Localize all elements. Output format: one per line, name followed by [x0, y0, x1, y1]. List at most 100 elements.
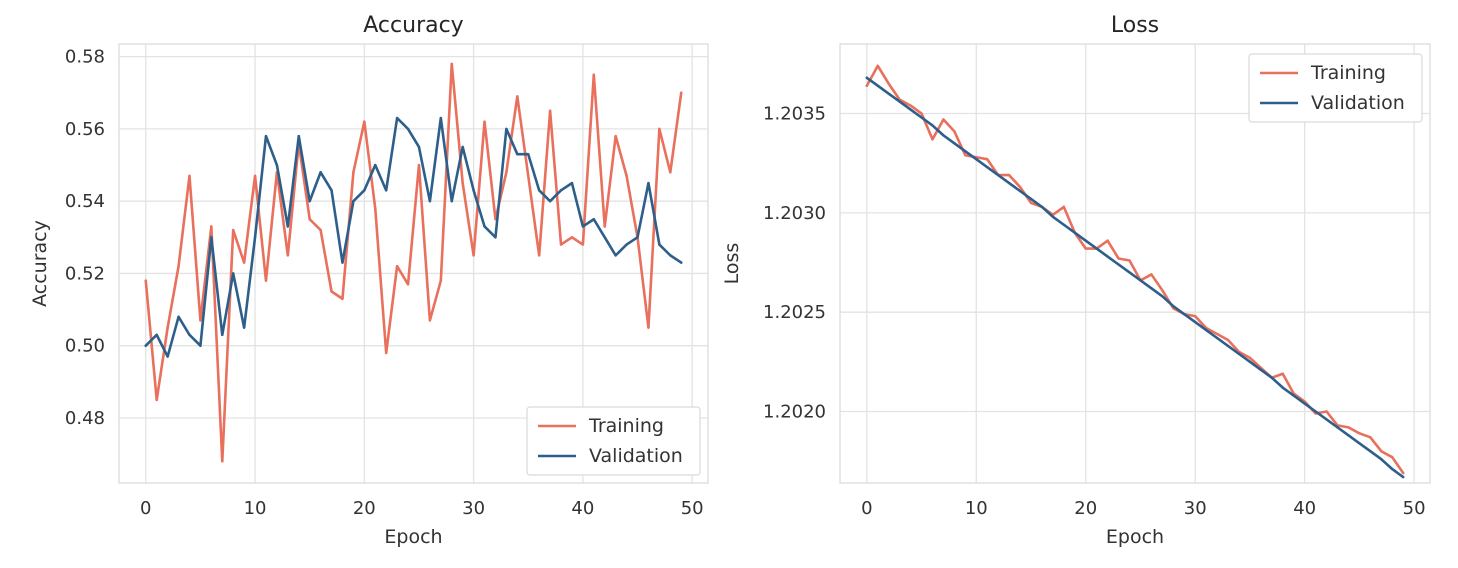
accuracy-x-tick-label: 40	[571, 498, 594, 519]
accuracy-training-point	[231, 228, 235, 232]
loss-x-tick-label: 20	[1074, 498, 1097, 519]
accuracy-validation-point	[286, 225, 290, 228]
accuracy-training-point	[658, 127, 661, 131]
loss-plot-frame	[839, 43, 1431, 484]
loss-training-point	[865, 84, 869, 87]
accuracy-training-point	[439, 279, 443, 282]
accuracy-x-tick-label: 30	[462, 498, 485, 519]
loss-validation-point	[1161, 295, 1164, 298]
accuracy-training-point	[264, 279, 268, 282]
loss-validation-point	[1325, 418, 1328, 421]
accuracy-training-point	[253, 174, 257, 178]
loss-validation-point	[1259, 368, 1263, 371]
loss-validation-line	[865, 76, 1405, 479]
loss-legend-validation-label: Validation	[1311, 92, 1405, 114]
accuracy-training-point	[603, 225, 606, 228]
loss-training-point	[1117, 257, 1120, 260]
accuracy-training-point	[450, 62, 453, 66]
accuracy-training-point	[221, 460, 224, 463]
accuracy-validation-point	[439, 116, 443, 120]
accuracy-validation-point	[406, 127, 410, 131]
loss-validation-point	[1215, 336, 1219, 340]
accuracy-validation-point	[516, 153, 519, 156]
loss-validation-point	[931, 124, 934, 127]
accuracy-validation-point	[363, 189, 366, 192]
loss-training-point	[942, 118, 945, 121]
accuracy-x-tick-label: 50	[681, 498, 704, 519]
accuracy-validation-point	[669, 254, 672, 257]
accuracy-training-point	[428, 319, 432, 322]
loss-x-tick-label: 30	[1184, 498, 1207, 519]
accuracy-validation-point	[341, 261, 344, 264]
loss-x-tick-label: 40	[1293, 498, 1316, 519]
accuracy-training-point	[363, 120, 366, 123]
loss-training-point	[986, 158, 989, 161]
accuracy-legend-training-label: Training	[588, 415, 664, 437]
loss-validation-point	[975, 158, 978, 161]
loss-training-point	[1007, 173, 1011, 177]
accuracy-training-point	[548, 109, 552, 113]
loss-x-tick-label: 0	[861, 498, 872, 519]
accuracy-validation-point	[384, 189, 388, 192]
accuracy-validation-point	[242, 326, 246, 329]
accuracy-training-line	[144, 62, 683, 463]
loss-validation-point	[964, 150, 967, 153]
accuracy-validation-point	[658, 243, 661, 246]
accuracy-training-point	[166, 326, 169, 329]
loss-y-tick-label: 1.2035	[763, 104, 826, 125]
accuracy-validation-point	[330, 189, 333, 192]
loss-validation-point	[1401, 475, 1405, 479]
accuracy-y-axis-label: Accuracy	[29, 220, 51, 307]
accuracy-x-tick-label: 20	[353, 498, 376, 519]
loss-validation-point	[1018, 189, 1022, 193]
loss-y-tick-label: 1.2025	[763, 302, 826, 323]
loss-validation-point	[1128, 271, 1131, 274]
accuracy-validation-point	[592, 218, 596, 221]
accuracy-y-tick-label: 0.56	[65, 119, 105, 140]
accuracy-training-point	[341, 297, 344, 300]
loss-x-axis-label: Epoch	[1106, 526, 1164, 548]
loss-validation-point	[1040, 205, 1044, 209]
loss-validation-point	[1029, 197, 1033, 201]
accuracy-training-point	[625, 174, 628, 178]
accuracy-validation-point	[374, 163, 377, 167]
loss-validation-point	[1204, 328, 1208, 332]
accuracy-x-axis-label: Epoch	[384, 526, 442, 548]
loss-validation-point	[1248, 360, 1252, 364]
loss-validation-point	[953, 142, 956, 145]
accuracy-training-point	[505, 171, 508, 174]
accuracy-training-point	[417, 163, 421, 167]
loss-training-point	[964, 154, 967, 157]
loss-training-point	[1325, 410, 1328, 413]
accuracy-validation-point	[275, 163, 279, 167]
accuracy-training-point	[330, 290, 333, 293]
loss-validation-point	[1336, 426, 1339, 429]
loss-validation-point	[1073, 231, 1076, 234]
accuracy-validation-point	[264, 134, 268, 138]
loss-validation-point	[1270, 376, 1274, 379]
accuracy-validation-point	[625, 243, 628, 246]
accuracy-y-tick-label: 0.50	[65, 336, 105, 357]
accuracy-training-point	[592, 73, 596, 76]
loss-validation-point	[1226, 344, 1230, 348]
loss-training-point	[1128, 259, 1131, 262]
loss-validation-point	[1117, 263, 1120, 266]
accuracy-training-point	[483, 120, 486, 123]
accuracy-training-point	[384, 351, 388, 355]
accuracy-legend: Training Validation	[526, 406, 701, 476]
accuracy-validation-point	[253, 236, 257, 239]
accuracy-validation-point	[680, 261, 683, 264]
accuracy-training-point	[308, 218, 311, 221]
loss-validation-point	[1358, 442, 1361, 445]
loss-training-point	[1391, 455, 1394, 459]
loss-training-point	[887, 82, 890, 85]
accuracy-validation-point	[231, 272, 235, 275]
loss-validation-point	[1292, 394, 1295, 397]
loss-validation-point	[1303, 402, 1306, 405]
loss-training-point	[1194, 314, 1197, 318]
accuracy-training-point	[352, 171, 355, 174]
loss-legend-training-label: Training	[1310, 62, 1386, 84]
loss-training-point	[920, 112, 923, 115]
